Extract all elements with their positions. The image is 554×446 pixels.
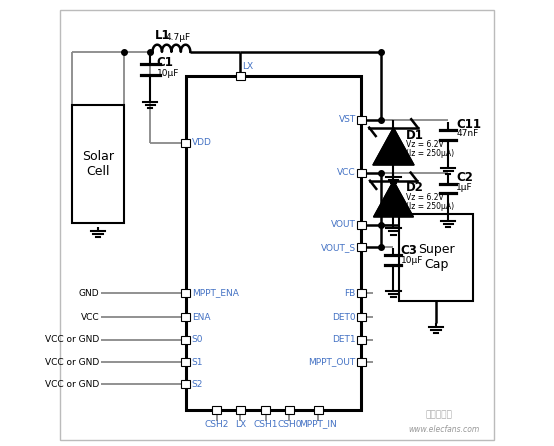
Bar: [314, 406, 323, 414]
Text: Solar
Cell: Solar Cell: [82, 150, 114, 178]
Bar: [236, 406, 245, 414]
Text: L1: L1: [155, 29, 171, 42]
Bar: [357, 116, 366, 124]
Text: (Iz = 250µA): (Iz = 250µA): [406, 149, 454, 158]
Text: 10µF: 10µF: [401, 256, 423, 265]
Bar: [285, 406, 294, 414]
Bar: [357, 336, 366, 344]
Text: 4.7µF: 4.7µF: [166, 33, 191, 42]
Bar: [357, 358, 366, 366]
Bar: [357, 244, 366, 252]
Text: CSH2: CSH2: [204, 420, 229, 429]
Bar: [212, 406, 221, 414]
Text: CSH0: CSH0: [277, 420, 302, 429]
Text: VDD: VDD: [192, 138, 212, 148]
Text: GND: GND: [79, 289, 99, 297]
Text: VOUT_S: VOUT_S: [321, 243, 356, 252]
Text: Vz = 6.2V: Vz = 6.2V: [406, 193, 444, 202]
Text: VCC or GND: VCC or GND: [45, 335, 99, 344]
Text: C2: C2: [456, 171, 473, 184]
Text: MPPT_OUT: MPPT_OUT: [309, 358, 356, 367]
Text: S2: S2: [192, 380, 203, 388]
Text: C11: C11: [456, 118, 481, 131]
Text: C1: C1: [157, 57, 173, 70]
Text: 1µF: 1µF: [456, 183, 473, 192]
Text: VCC or GND: VCC or GND: [45, 358, 99, 367]
Bar: [236, 72, 245, 80]
Text: www.elecfans.com: www.elecfans.com: [408, 425, 479, 434]
Bar: [357, 169, 366, 177]
Polygon shape: [373, 181, 413, 217]
Text: S0: S0: [192, 335, 203, 344]
Text: D1: D1: [406, 129, 424, 142]
Polygon shape: [373, 128, 414, 165]
Text: ENA: ENA: [192, 313, 210, 322]
Text: MPPT_ENA: MPPT_ENA: [192, 289, 239, 297]
Text: VST: VST: [338, 115, 356, 124]
Text: Super
Cap: Super Cap: [418, 244, 454, 272]
Text: VOUT: VOUT: [331, 220, 356, 229]
Bar: [261, 406, 270, 414]
Text: S1: S1: [192, 358, 203, 367]
Text: LX: LX: [235, 420, 246, 429]
Bar: [357, 221, 366, 229]
Text: CSH1: CSH1: [254, 420, 278, 429]
Text: FB: FB: [345, 289, 356, 297]
Text: DET1: DET1: [332, 335, 356, 344]
Bar: [73, 105, 124, 223]
Text: DET0: DET0: [332, 313, 356, 322]
Bar: [181, 289, 191, 297]
Bar: [181, 313, 191, 321]
Text: 10µF: 10µF: [157, 69, 179, 78]
Text: LX: LX: [243, 62, 254, 71]
Text: VCC: VCC: [80, 313, 99, 322]
Text: MPPT_IN: MPPT_IN: [300, 420, 337, 429]
Bar: [181, 139, 191, 147]
Text: C3: C3: [401, 244, 418, 257]
Text: VCC: VCC: [337, 169, 356, 178]
Text: D2: D2: [406, 181, 424, 194]
Text: VCC or GND: VCC or GND: [45, 380, 99, 388]
Bar: [357, 313, 366, 321]
Bar: [181, 358, 191, 366]
Text: 47nF: 47nF: [456, 129, 479, 138]
Text: 电子发烧友: 电子发烧友: [425, 410, 453, 420]
Bar: [399, 214, 473, 301]
Bar: [181, 336, 191, 344]
Bar: [357, 289, 366, 297]
Bar: [181, 380, 191, 388]
Bar: [186, 76, 361, 410]
Text: Vz = 6.2V: Vz = 6.2V: [406, 140, 444, 149]
Text: (Iz = 250µA): (Iz = 250µA): [406, 202, 454, 211]
